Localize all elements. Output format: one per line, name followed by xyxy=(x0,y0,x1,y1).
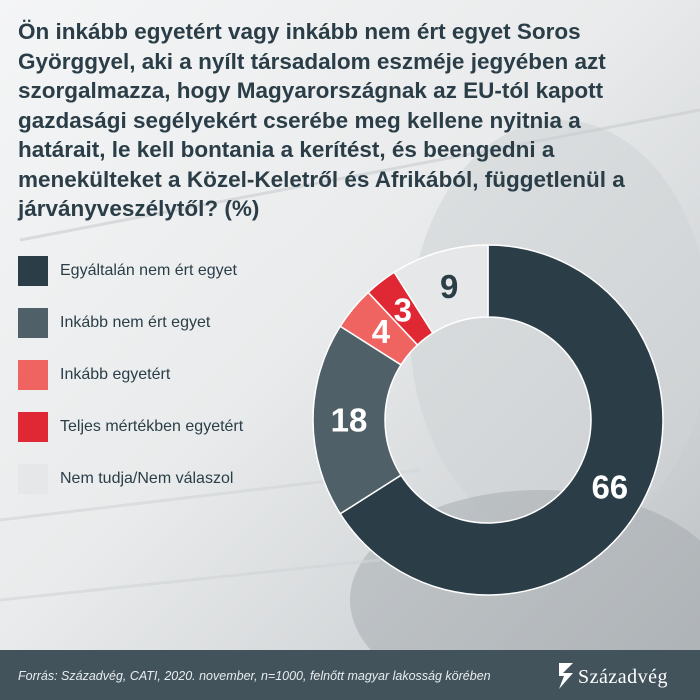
legend-label: Teljes mértékben egyetért xyxy=(60,418,244,435)
chart-title: Ön inkább egyetért vagy inkább nem ért e… xyxy=(18,19,625,221)
data-label: 3 xyxy=(394,292,412,329)
legend-swatch xyxy=(18,360,48,390)
legend-swatch xyxy=(18,256,48,286)
legend-swatch xyxy=(18,308,48,338)
data-label: 66 xyxy=(591,468,628,505)
legend-swatch xyxy=(18,412,48,442)
legend-label: Egyáltalán nem ért egyet xyxy=(60,262,237,279)
logo-text: Századvég xyxy=(578,666,669,688)
legend-label: Inkább egyetért xyxy=(60,366,171,383)
szazadveg-logo: Századvég xyxy=(556,660,686,692)
donut-slice xyxy=(339,244,664,596)
data-label: 18 xyxy=(331,402,368,439)
legend-label: Nem tudja/Nem válaszol xyxy=(60,470,234,487)
data-label: 9 xyxy=(440,268,458,305)
source-note: Forrás: Századvég, CATI, 2020. november,… xyxy=(18,669,491,683)
footer: Forrás: Századvég, CATI, 2020. november,… xyxy=(0,650,700,700)
legend-swatch xyxy=(18,464,48,494)
data-label: 4 xyxy=(372,313,391,350)
szazadveg-logo-icon xyxy=(559,663,573,689)
legend-label: Inkább nem ért egyet xyxy=(60,314,211,331)
donut-slice xyxy=(393,244,489,335)
